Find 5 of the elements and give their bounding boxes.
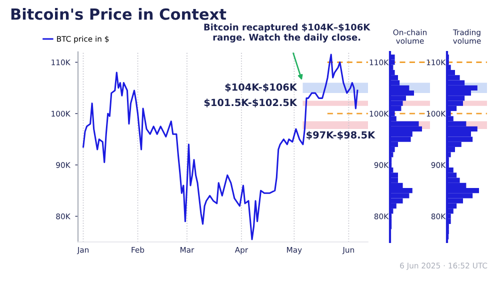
band-label: $97K-$98.5K — [306, 131, 376, 140]
band-label: $101.5K-$102.5K — [204, 98, 298, 108]
band-label: $104K-$106K — [225, 83, 298, 92]
chart-title: Bitcoin's Price in Context — [11, 8, 226, 20]
text: Bitcoin recaptured $104K–$106K range. Watch the daily close. — [204, 24, 370, 42]
